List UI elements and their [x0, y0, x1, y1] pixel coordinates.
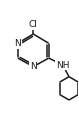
Text: Cl: Cl	[29, 20, 38, 29]
Text: N: N	[30, 62, 37, 71]
Text: N: N	[14, 39, 21, 48]
Text: NH: NH	[56, 61, 70, 70]
